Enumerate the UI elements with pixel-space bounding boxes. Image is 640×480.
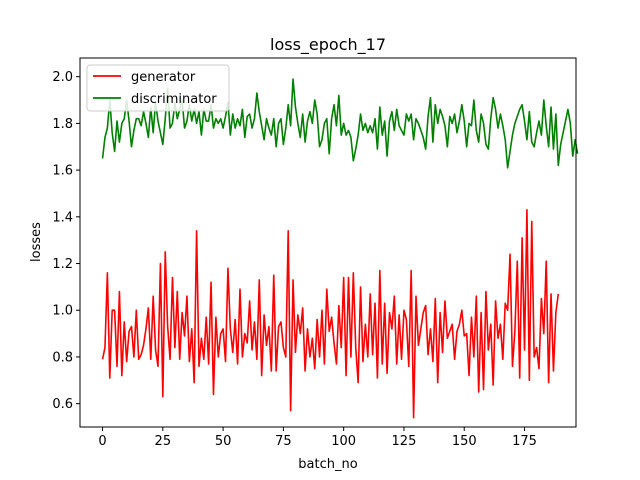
y-axis-ticks: 0.6 0.8 1.0 1.2 1.4 1.6 1.8 2.0 — [52, 70, 80, 412]
discriminator-legend-label: discriminator — [131, 92, 217, 107]
generator-legend-label: generator — [131, 70, 196, 85]
x-tick-label: 125 — [392, 434, 417, 449]
generator-series-line — [101, 209, 560, 419]
y-tick-label: 0.6 — [52, 397, 73, 412]
chart-title: loss_epoch_17 — [270, 35, 386, 55]
y-tick-label: 0.8 — [52, 350, 73, 365]
y-axis-label: losses — [29, 222, 44, 262]
legend-box — [86, 64, 230, 112]
y-tick-label: 2.0 — [52, 70, 73, 85]
y-tick-label: 1.6 — [52, 164, 73, 179]
y-tick-label: 1.0 — [52, 304, 73, 319]
x-axis-ticks: 0 25 50 75 100 125 150 175 — [98, 427, 537, 449]
x-tick-label: 150 — [452, 434, 477, 449]
x-tick-label: 50 — [215, 434, 232, 449]
y-tick-label: 1.2 — [52, 257, 73, 272]
x-tick-label: 75 — [275, 434, 292, 449]
legend: generator discriminator — [86, 64, 230, 112]
y-tick-label: 1.4 — [52, 210, 73, 225]
plot-frame — [79, 57, 577, 428]
x-tick-label: 175 — [512, 434, 537, 449]
x-axis-label: batch_no — [298, 457, 357, 472]
x-tick-label: 25 — [155, 434, 172, 449]
x-tick-label: 100 — [331, 434, 356, 449]
x-tick-label: 0 — [98, 434, 106, 449]
y-tick-label: 1.8 — [52, 117, 73, 132]
